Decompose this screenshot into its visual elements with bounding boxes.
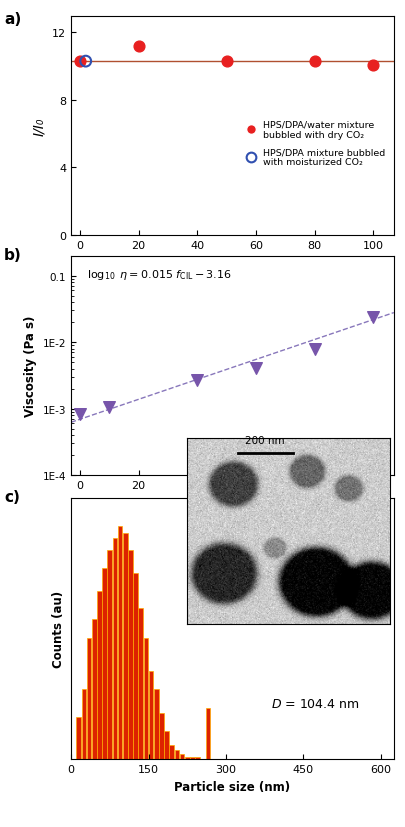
Bar (87, 638, 91, 759)
Point (77, 55, 83, 69)
Bar (190, 757, 194, 759)
Text: $\log_{10}\ \eta = 0.015\ f_{\mathrm{CIL}} - 3.16$: $\log_{10}\ \eta = 0.015\ f_{\mathrm{CIL… (87, 267, 231, 281)
Bar (143, 638, 148, 759)
Bar (138, 608, 143, 759)
Bar (179, 754, 184, 759)
Text: a): a) (4, 12, 21, 27)
Point (311, 342, 317, 356)
Point (311, 55, 317, 69)
Bar (174, 750, 179, 759)
Bar (184, 757, 189, 759)
Text: $D$ = 104.4 nm: $D$ = 104.4 nm (271, 697, 359, 710)
Bar (164, 731, 168, 759)
Bar (76, 717, 81, 759)
Point (252, 362, 258, 375)
Legend: HPS/DPA/water mixture
bubbled with dry CO₂, HPS/DPA mixture bubbled
with moistur: HPS/DPA/water mixture bubbled with dry C… (237, 117, 388, 171)
Bar (205, 708, 210, 759)
Text: c): c) (4, 490, 20, 504)
Bar (153, 690, 158, 759)
Point (135, 41, 141, 54)
Text: 200 nm: 200 nm (245, 435, 284, 445)
Bar (159, 713, 163, 759)
Bar (148, 671, 153, 759)
Point (106, 401, 112, 414)
Bar (123, 533, 127, 759)
Bar (92, 619, 96, 759)
Bar (117, 527, 122, 759)
Bar (112, 538, 117, 759)
Bar (102, 568, 107, 759)
Point (194, 374, 200, 387)
Bar (97, 592, 102, 759)
Bar (128, 550, 132, 759)
Point (77, 408, 83, 421)
Bar (107, 550, 112, 759)
X-axis label: Particle size (nm): Particle size (nm) (174, 780, 290, 792)
Bar (195, 757, 199, 759)
Text: $R = 0.9774$: $R = 0.9774$ (264, 443, 325, 456)
Point (82, 55, 89, 69)
Bar (81, 690, 86, 759)
Point (369, 311, 375, 324)
X-axis label: Fraction of CIL (vol %): Fraction of CIL (vol %) (159, 496, 305, 509)
Point (369, 59, 375, 72)
Y-axis label: Viscosity (Pa s): Viscosity (Pa s) (24, 315, 37, 417)
Text: b): b) (4, 248, 22, 263)
Y-axis label: I/I₀: I/I₀ (32, 117, 47, 136)
Bar (169, 745, 174, 759)
Point (223, 55, 229, 69)
Y-axis label: Counts (au): Counts (au) (52, 590, 65, 667)
X-axis label: Amount of water (μL): Amount of water (μL) (161, 256, 303, 269)
Bar (133, 573, 138, 759)
